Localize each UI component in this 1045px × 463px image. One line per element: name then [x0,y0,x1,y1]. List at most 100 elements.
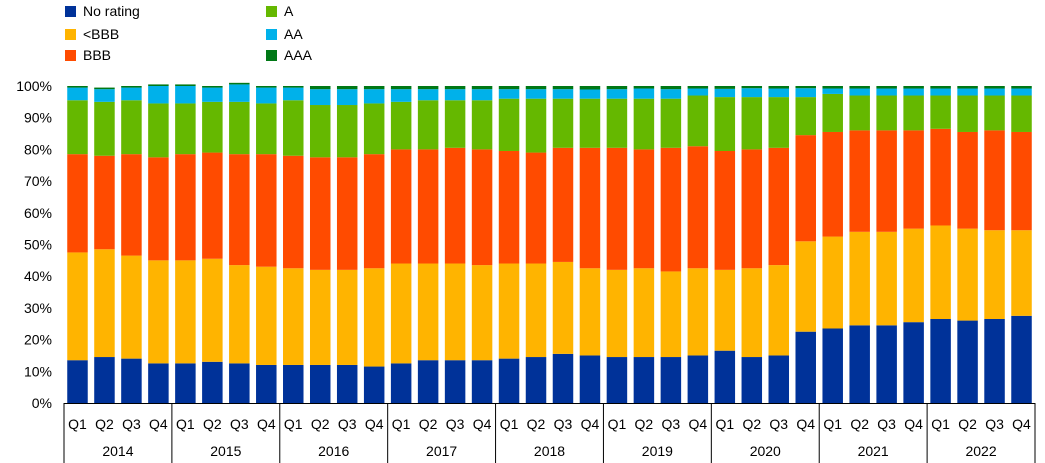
bar-segment-bbb [471,149,493,266]
x-tick-label-year: 2018 [534,443,565,459]
bar-segment-aa [822,88,843,94]
bar-segment-no-rating [202,361,223,403]
bar-segment-aa [930,88,951,96]
bar-segment-bbb [930,128,951,226]
bar-segment-aa [660,89,682,99]
bar-segment-no-rating [67,360,88,403]
bar-segment-aa [309,89,331,106]
bar-segment-bbb [876,231,897,326]
bar-segment-aa [175,86,196,104]
bar-segment-aa [957,88,978,96]
bar-segment-bbb [148,157,169,261]
legend-swatch-aa [266,29,277,40]
bar-segment-a [67,100,88,155]
bar-segment-aaa [471,86,493,90]
bar-segment-aaa [229,82,250,85]
bar-segment-no-rating [633,357,655,403]
bar-segment-aaa [363,86,385,90]
bar-segment-bbb [336,269,358,365]
bar-segment-aa [498,89,520,99]
bar-segment-aaa [552,86,574,90]
x-tick-label-quarter: Q4 [1012,416,1031,432]
bar-segment-no-rating [94,357,115,403]
bar-segment-aaa [822,86,843,89]
bar-segment-no-rating [229,363,250,404]
x-tick-label-quarter: Q1 [608,416,627,432]
bar-segment-a [687,95,709,147]
bar-segment-aa [390,89,412,102]
bar-segment-no-rating [984,319,1005,403]
bar-segment-aa [795,88,816,98]
bar-segment-bbb [256,266,277,365]
x-tick-label-quarter: Q2 [958,416,977,432]
bar-segment-aa [525,89,547,99]
bar-segment-no-rating [849,325,870,403]
bar-segment-aa [606,89,628,99]
bar-segment-no-rating [903,322,924,403]
x-tick-label-year: 2017 [426,443,457,459]
bar-segment-a [229,101,250,155]
bar-segment-aa [121,87,142,101]
bar-segment-aaa [849,86,870,89]
bar-segment-a [660,98,682,148]
bar-segment-a [444,100,466,148]
bar-segment-bbb [417,263,439,361]
bar-segment-no-rating [687,355,709,403]
bar-segment-bbb [795,241,816,332]
bar-segment-aa [768,88,790,98]
x-tick-label-quarter: Q2 [527,416,546,432]
y-tick-label: 20% [24,332,52,348]
x-tick-label-quarter: Q3 [985,416,1004,432]
bar-segment-a [202,101,223,153]
x-tick-label-quarter: Q4 [581,416,600,432]
bar-segment-bbb [660,271,682,358]
bar-segment-a [876,95,897,131]
bar-segment-bbb [1011,131,1032,231]
bar-segment-bbb [498,263,520,359]
x-tick-label-quarter: Q3 [877,416,896,432]
bar-segment-a [930,95,951,129]
bar-segment-no-rating [579,355,601,403]
bar-segment-a [957,95,978,132]
bar-segment-bbb [229,265,250,364]
legend-label: <BBB [83,26,120,42]
x-tick-label-quarter: Q2 [203,416,222,432]
x-tick-label-year: 2019 [642,443,673,459]
bar-segment-bbb [903,228,924,323]
bar-segment-bbb [660,147,682,272]
x-tick-label-quarter: Q3 [769,416,788,432]
bar-segment-no-rating [795,331,816,403]
bar-segment-bbb [148,260,169,364]
bar-segment-bbb [633,149,655,269]
bar-segment-no-rating [741,357,763,403]
bar-segment-aaa [606,86,628,90]
bar-segment-bbb [552,261,574,354]
bar-segment-bbb [121,255,142,359]
x-tick-label-quarter: Q1 [176,416,195,432]
bar-segment-no-rating [660,357,682,403]
bar-segment-bbb [67,252,88,361]
bar-segment-bbb [283,268,304,365]
bar-segment-aa [67,87,88,101]
x-tick-label-quarter: Q4 [365,416,384,432]
bar-segment-a [903,95,924,131]
legend-swatch-bbb [65,50,76,61]
bar-segment-bbb [444,263,466,361]
bar-segment-a [579,98,601,148]
y-tick-label: 100% [16,78,52,94]
bar-segment-bbb [930,225,951,319]
bar-segment-bbb [202,152,223,259]
bar-segment-aa [336,89,358,106]
bar-segment-bbb [175,154,196,261]
bar-segment-bbb [498,150,520,264]
bar-segment-aaa [444,86,466,90]
bar-segment-aa [471,89,493,101]
x-tick-label-quarter: Q3 [554,416,573,432]
x-tick-label-quarter: Q3 [446,416,465,432]
bar-segment-aa [984,88,1005,96]
y-tick-label: 0% [32,395,52,411]
x-tick-label-quarter: Q3 [122,416,141,432]
y-tick-label: 60% [24,205,52,221]
bar-segment-aa [714,88,736,98]
